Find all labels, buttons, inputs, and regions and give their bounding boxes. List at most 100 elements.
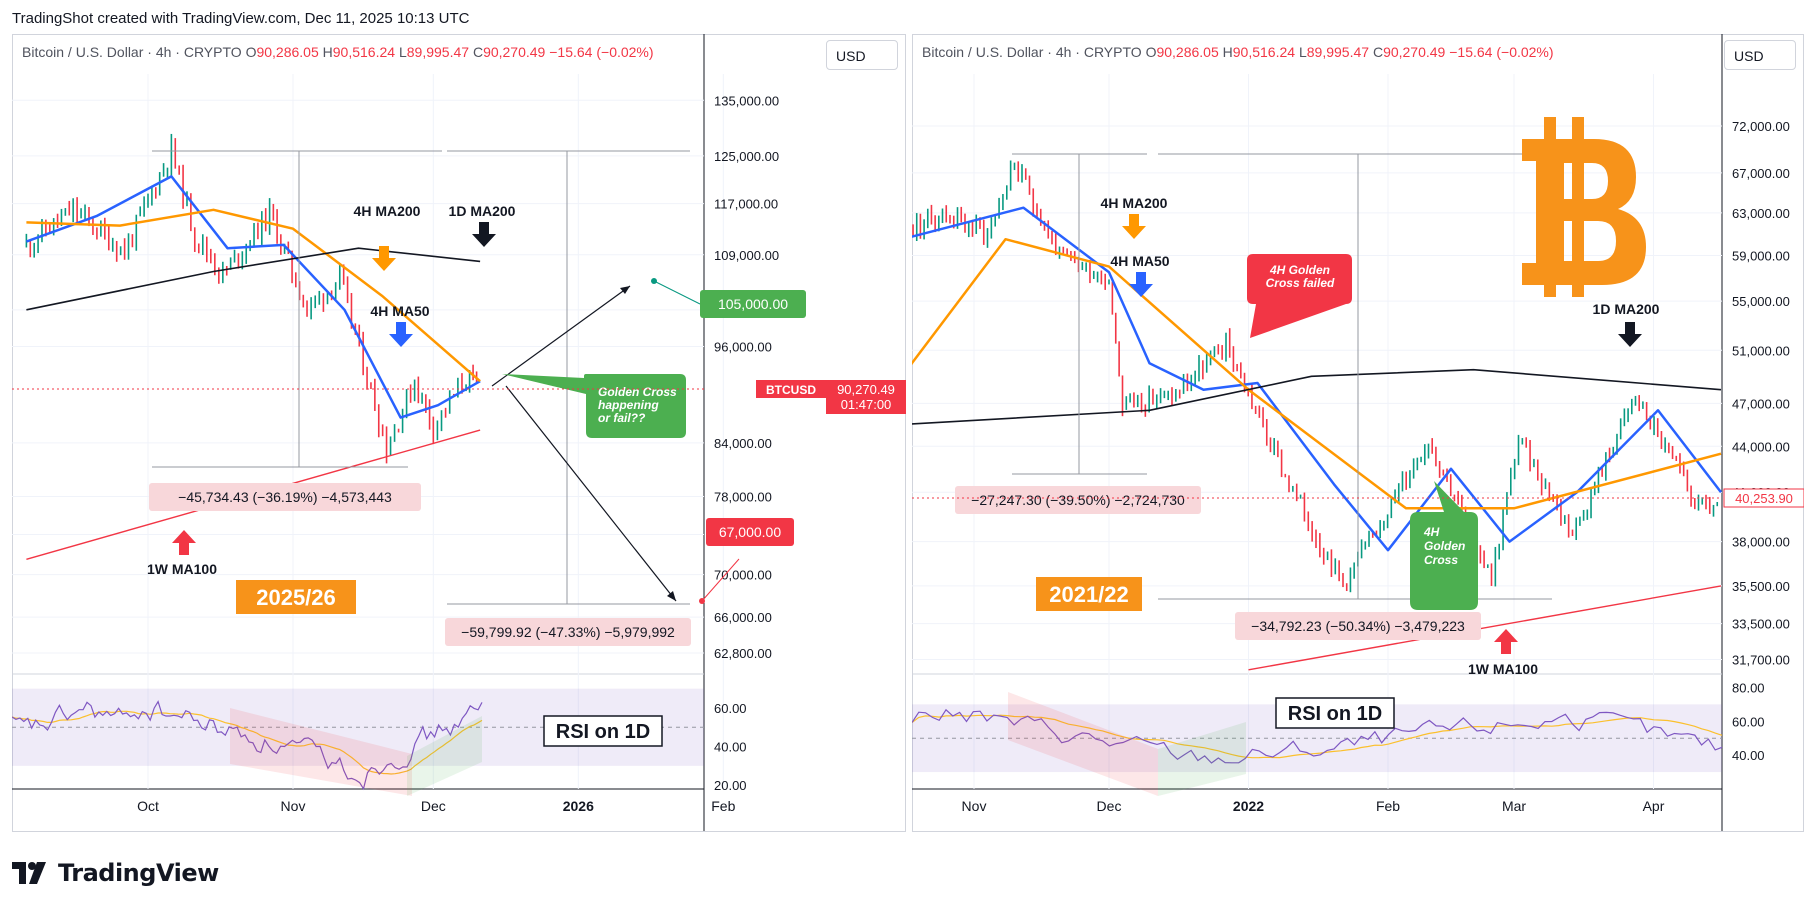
ma-line-4h-ma50: [25, 175, 481, 419]
arrow-4h-ma50: [389, 322, 413, 347]
y-tick-label: 125,000.00: [714, 149, 779, 164]
y-tick-label: 84,000.00: [714, 436, 772, 451]
currency-selector-left[interactable]: USD: [826, 40, 898, 70]
arrow-1d-ma200: [472, 222, 496, 247]
rsi-label-box: [543, 715, 663, 747]
golden-cross-callout-text: Golden: [1424, 539, 1465, 553]
arrow-1w-ma100: [172, 530, 196, 555]
y-tick-label: 117,000.00: [714, 197, 778, 212]
chart-canvas-left[interactable]: Oct Nov Dec 2026 Feb 135,000.00 125,000.00 117,…: [12, 34, 906, 832]
drop-label-1: −45,734.43 (−36.19%) −4,573,443: [178, 489, 392, 505]
golden-cross-callout-text: 4H: [1423, 525, 1440, 539]
y-tick-label: 44,000.00: [1732, 439, 1790, 454]
rsi-line: [12, 700, 483, 791]
label-1w-ma100: 1W MA100: [147, 561, 217, 577]
price-tag-value: 40,253.90: [1735, 491, 1793, 506]
arrow-4h-ma200: [1122, 214, 1146, 239]
legend-open: 90,286.05: [1156, 44, 1219, 60]
projection-up-line: [491, 285, 631, 387]
target-low-box: [706, 518, 794, 546]
label-4h-ma50: 4H MA50: [1110, 253, 1169, 269]
rsi-up-channel: [1158, 722, 1246, 796]
ticker-tag: [756, 380, 826, 398]
failed-callout: [1247, 254, 1352, 338]
rsi-label: RSI on 1D: [556, 721, 650, 743]
rsi-tick-label: 60.00: [714, 701, 747, 716]
legend-open: 90,286.05: [256, 44, 319, 60]
rsi-label: RSI on 1D: [1288, 703, 1382, 725]
y-tick-label: 67,000.00: [1732, 166, 1790, 181]
x-tick-label: Oct: [137, 798, 159, 814]
bitcoin-logo-glyph: [1522, 139, 1646, 285]
target-high-leader: [653, 280, 701, 305]
rsi-tick-label: 60.00: [1732, 714, 1765, 729]
y-tick-label: 72,000.00: [1732, 119, 1790, 134]
x-tick-label: Mar: [1502, 798, 1526, 814]
year-badge: [236, 580, 356, 614]
currency-selector-right[interactable]: USD: [1724, 40, 1796, 70]
y-tick-label: 62,800.00: [714, 646, 772, 661]
legend-close: 90,270.49: [1383, 44, 1446, 60]
y-tick-label: 47,000.00: [1732, 396, 1790, 411]
candles: [25, 133, 478, 464]
year-badge: [1036, 577, 1142, 611]
y-tick-label: 35,500.00: [1732, 579, 1790, 594]
symbol-legend-right: Bitcoin / U.S. Dollar · 4h · CRYPTO O90,…: [922, 44, 1554, 60]
legend-change: −15.64 (−0.02%): [1449, 44, 1554, 60]
rsi-tick-label: 40.00: [1732, 748, 1765, 763]
y-tick-label: 51,000.00: [1732, 343, 1790, 358]
y-tick-label: 59,000.00: [1732, 249, 1790, 264]
tradingview-logo[interactable]: TradingView: [12, 858, 219, 888]
drop-label-1: −27,247.30 (−39.50%) −2,724,730: [971, 492, 1185, 508]
y-tick-label: 33,500.00: [1732, 617, 1790, 632]
drop-label-2: −59,799.92 (−47.33%) −5,979,992: [461, 624, 675, 640]
label-4h-ma200: 4H MA200: [354, 203, 421, 219]
y-tick-label: 31,700.00: [1732, 652, 1790, 667]
golden-cross-callout-text: happening: [598, 398, 659, 412]
price-tag: [1723, 488, 1804, 508]
y-tick-label: 96,000.00: [714, 339, 772, 354]
rsi-down-channel: [230, 708, 412, 796]
golden-cross-callout-text: Cross: [1424, 553, 1458, 567]
price-tag-value: 90,270.49: [837, 382, 895, 397]
arrow-4h-ma50: [1129, 272, 1153, 297]
projection-up-arrowhead: [620, 286, 630, 294]
arrow-4h-ma200: [372, 246, 396, 271]
drop-box-2: [445, 618, 691, 646]
y-tick-label: 66,000.00: [714, 610, 772, 625]
y-tick-label: 55,000.00: [1732, 294, 1790, 309]
drop-box-1: [955, 486, 1201, 514]
chart-canvas-right[interactable]: Nov Dec 2022 Feb Mar Apr 72,000.00 67,000.00 63,…: [912, 34, 1804, 832]
legend-close: 90,270.49: [483, 44, 546, 60]
label-1w-ma100: 1W MA100: [1468, 661, 1538, 677]
legend-symbol: Bitcoin / U.S. Dollar · 4h · CRYPTO: [922, 44, 1142, 60]
drop-box-1: [149, 483, 421, 511]
projection-down-line: [505, 385, 677, 602]
year-badge-label: 2021/22: [1049, 582, 1129, 607]
rsi-down-channel: [1008, 692, 1158, 796]
x-tick-label: Nov: [962, 798, 987, 814]
target-high-label: 105,000.00: [718, 296, 788, 312]
arrow-1w-ma100: [1494, 629, 1518, 654]
y-tick-label: 70,000.00: [714, 568, 772, 583]
x-tick-label: Apr: [1643, 798, 1665, 814]
drop-box-2: [1235, 612, 1481, 640]
rsi-line: [912, 708, 1723, 764]
golden-cross-callout-text: Golden Cross: [598, 385, 677, 399]
label-1d-ma200: 1D MA200: [1593, 301, 1660, 317]
label-4h-ma50: 4H MA50: [370, 303, 429, 319]
tradingview-logo-icon: [12, 862, 46, 884]
failed-callout-text: 4H Golden: [1269, 263, 1330, 277]
label-4h-ma200: 4H MA200: [1101, 195, 1168, 211]
target-high-box: [700, 290, 806, 318]
rsi-ma-line: [912, 714, 1723, 759]
x-tick-label: Nov: [281, 798, 306, 814]
created-caption: TradingShot created with TradingView.com…: [12, 10, 470, 27]
rsi-label-box: [1275, 697, 1395, 729]
chart-panel-right[interactable]: Nov Dec 2022 Feb Mar Apr 72,000.00 67,000.00 63,…: [912, 34, 1804, 832]
x-tick-label: Feb: [711, 798, 735, 814]
ma-line-4h-ma200: [26, 208, 481, 383]
rsi-ma-line: [12, 710, 483, 775]
year-badge-label: 2025/26: [256, 585, 336, 610]
chart-panel-left[interactable]: Oct Nov Dec 2026 Feb 135,000.00 125,000.00 117,…: [12, 34, 906, 832]
